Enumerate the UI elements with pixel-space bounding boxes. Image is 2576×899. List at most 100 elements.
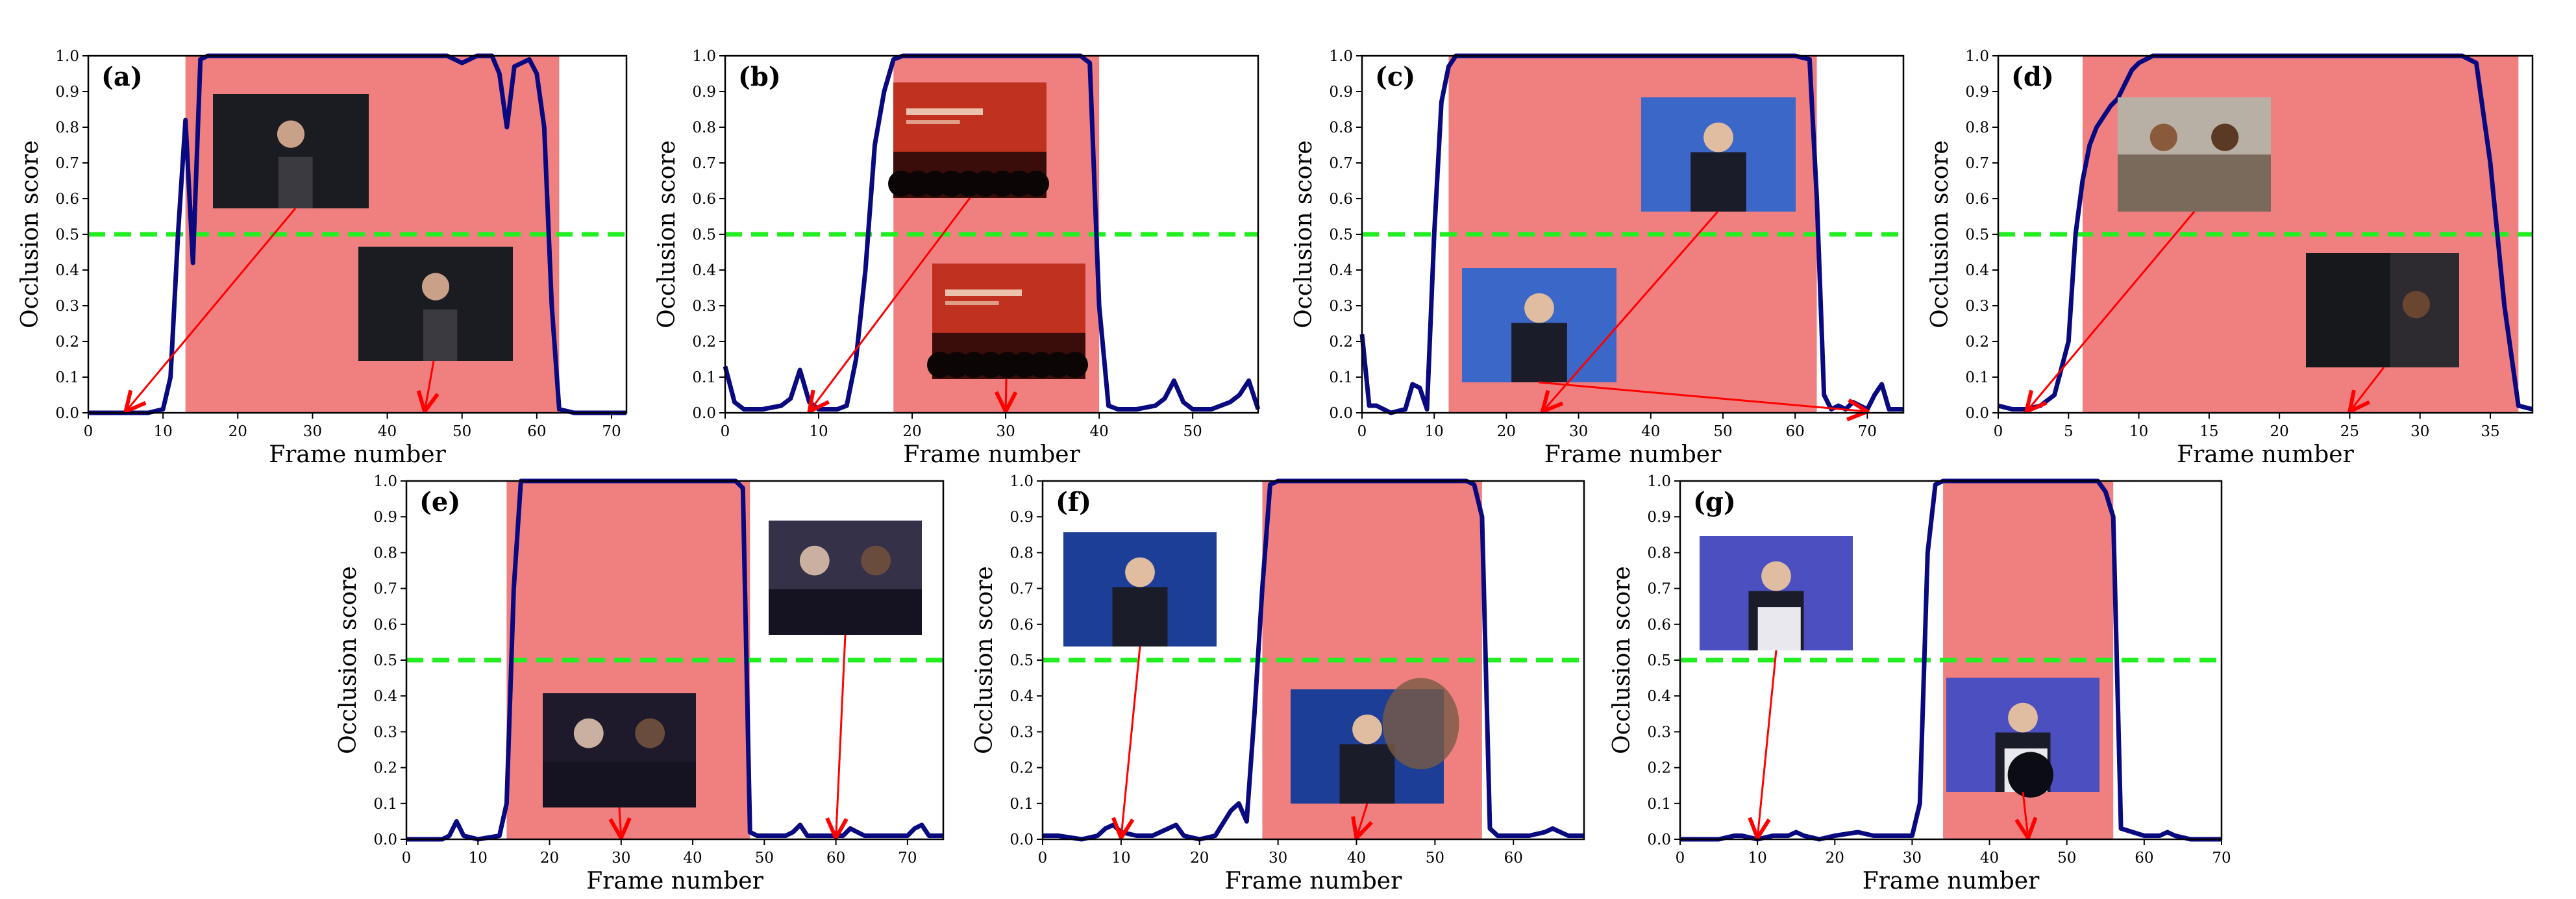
x-tick-label: 35 [2481,423,2499,440]
x-tick-label: 70 [898,850,917,867]
y-tick-label: 0.7 [1647,581,1671,598]
x-axis-label: Frame number [586,868,763,894]
y-tick-label: 1.0 [1965,48,1989,65]
y-axis-label: Occlusion score [1927,140,1953,328]
frame-thumbnail [888,82,1049,198]
y-tick-label: 0.2 [1647,760,1671,777]
panel-label: (c) [1375,62,1415,92]
frame-thumbnail [1641,97,1796,212]
y-tick-label: 0.2 [373,760,397,777]
x-axis-label: Frame number [1225,868,1402,894]
panel-7: 0.0 0.1 0.2 0.3 0.4 0.5 0.6 0.7 0.8 0.9 1.0 0 10 20 30… [1609,473,2231,894]
y-tick-label: 0.8 [692,119,716,136]
frame-arrow [1538,381,1867,412]
y-tick-label: 0.1 [692,369,716,386]
y-tick-label: 0.6 [55,191,79,208]
y-tick-label: 0.8 [1329,119,1353,136]
y-tick-label: 0.3 [1647,724,1671,741]
x-tick-label: 40 [1089,423,1108,440]
y-tick-label: 1.0 [1009,473,1034,490]
x-tick-label: 50 [452,423,471,440]
x-tick-label: 50 [1713,423,1732,440]
x-tick-label: 30 [303,423,322,440]
y-tick-label: 0.8 [1965,119,1989,136]
x-tick-label: 0 [402,850,412,867]
y-tick-label: 0.6 [373,617,397,634]
frame-thumbnail [1946,678,2099,798]
x-tick-label: 20 [229,423,247,440]
y-tick-label: 0.8 [373,545,397,561]
frame-thumbnail [213,94,369,208]
y-tick-label: 0.1 [1965,369,1989,386]
y-tick-label: 1.0 [373,473,397,490]
y-tick-label: 0.4 [1647,688,1671,705]
occlusion-score-line [406,478,943,842]
panel-label: (a) [101,62,143,92]
x-tick-label: 50 [1426,850,1444,867]
frame-arrow [1121,646,1141,838]
frame-arrow [1356,803,1367,838]
y-tick-label: 0.8 [55,119,79,136]
y-tick-label: 0.6 [1009,617,1034,634]
x-tick-label: 5 [2064,423,2074,440]
y-tick-label: 0.1 [373,796,397,813]
y-tick-label: 0.5 [1329,227,1353,243]
y-tick-label: 0.3 [55,298,79,315]
x-tick-label: 20 [540,850,559,867]
x-tick-label: 10 [1425,423,1444,440]
x-tick-label: 30 [1269,850,1287,867]
y-tick-label: 0.3 [1329,298,1353,315]
y-tick-label: 0.7 [1329,155,1353,172]
frame-thumbnail [769,521,922,635]
x-tick-label: 50 [2057,850,2076,867]
x-tick-label: 40 [1347,850,1366,867]
y-tick-label: 0.3 [692,298,716,315]
panel-1: 0.0 0.1 0.2 0.3 0.4 0.5 0.6 0.7 0.8 0.9 1.0 0 10 20 30… [17,48,628,468]
x-tick-label: 60 [826,850,845,867]
y-tick-label: 0.9 [1965,84,1989,101]
x-tick-label: 30 [1569,423,1588,440]
x-tick-label: 0 [1038,850,1048,867]
frame-arrow [425,360,434,412]
x-tick-label: 25 [2340,423,2359,440]
y-tick-label: 0.4 [1965,262,1989,279]
panel-label: (b) [738,62,781,92]
y-tick-label: 0.4 [1329,262,1353,279]
x-tick-label: 30 [2410,423,2429,440]
y-tick-label: 0.9 [373,509,397,526]
x-tick-label: 10 [809,423,828,440]
y-tick-label: 0.5 [1647,652,1671,669]
x-axis-label: Frame number [2177,441,2354,468]
y-tick-label: 0.5 [1009,652,1034,669]
frame-arrow [619,807,621,838]
frame-arrow [2349,367,2385,412]
y-axis-label: Occlusion score [335,566,362,754]
x-tick-label: 10 [1748,850,1767,867]
y-axis-label: Occlusion score [654,140,680,328]
x-axis-label: Frame number [903,441,1080,468]
y-tick-label: 0.5 [692,227,716,243]
frame-thumbnail [2306,253,2459,367]
frame-arrow [126,208,297,412]
y-axis-label: Occlusion score [1609,566,1635,754]
panel-label: (g) [1693,487,1736,517]
y-tick-label: 0.2 [1009,760,1034,777]
x-tick-label: 10 [153,423,172,440]
y-tick-label: 0.0 [55,405,79,422]
y-tick-label: 0.4 [373,688,397,705]
x-tick-label: 70 [1858,423,1877,440]
x-tick-label: 15 [2199,423,2218,440]
y-tick-label: 0.1 [1009,796,1034,813]
frame-thumbnail [1291,678,1459,804]
x-tick-label: 20 [1190,850,1209,867]
y-tick-label: 0.4 [692,262,716,279]
y-tick-label: 0.4 [1009,688,1034,705]
frame-arrow [836,634,845,838]
panel-3: 0.0 0.1 0.2 0.3 0.4 0.5 0.6 0.7 0.8 0.9 1.0 0 10 20 30… [1291,48,1905,468]
y-tick-label: 0.7 [55,155,79,172]
y-tick-label: 0.6 [692,191,716,208]
y-tick-label: 1.0 [692,48,716,65]
x-tick-label: 10 [469,850,488,867]
y-tick-label: 1.0 [55,48,79,65]
